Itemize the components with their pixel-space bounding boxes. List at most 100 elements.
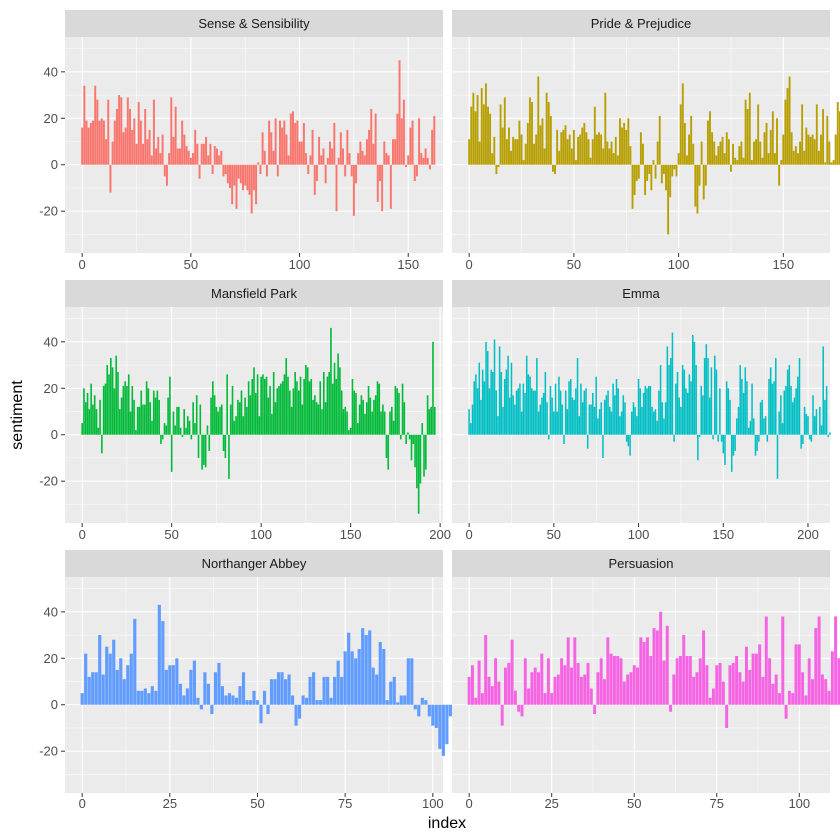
bar xyxy=(102,120,105,165)
bar xyxy=(480,88,483,165)
facet-panel: Pride & Prejudice 0 50 100 150 xyxy=(452,10,840,272)
bar xyxy=(592,392,594,435)
bar xyxy=(505,139,508,165)
bar xyxy=(94,672,98,705)
bar xyxy=(294,122,297,165)
bar xyxy=(209,143,212,165)
bar xyxy=(616,655,620,705)
bar xyxy=(589,688,593,705)
bar xyxy=(542,392,545,435)
bar xyxy=(138,406,141,435)
bar xyxy=(244,397,246,435)
bar xyxy=(240,390,243,435)
bar xyxy=(255,164,258,205)
bar xyxy=(363,155,366,165)
bar xyxy=(381,164,384,212)
bar xyxy=(385,700,389,705)
bar xyxy=(736,160,739,165)
bar xyxy=(411,120,414,165)
bar xyxy=(287,155,290,165)
bar xyxy=(478,362,481,435)
bar xyxy=(339,367,341,435)
bar xyxy=(533,667,537,705)
bar xyxy=(84,402,87,435)
bar xyxy=(746,109,749,165)
bar xyxy=(276,164,279,177)
bar xyxy=(285,358,288,435)
bar xyxy=(606,141,609,165)
bar xyxy=(715,155,718,165)
bar xyxy=(401,383,404,435)
bar xyxy=(681,83,684,165)
bar xyxy=(192,153,195,165)
bar xyxy=(428,409,431,435)
bar xyxy=(504,667,507,705)
bar xyxy=(693,341,696,435)
bar xyxy=(637,164,640,179)
bar xyxy=(698,434,701,438)
bar xyxy=(409,127,412,165)
bar xyxy=(368,630,372,705)
bar xyxy=(659,365,662,435)
bar xyxy=(292,388,295,435)
bar xyxy=(764,616,768,705)
bar xyxy=(249,395,252,435)
bar xyxy=(768,379,770,435)
bar xyxy=(790,385,792,435)
bar xyxy=(418,118,421,165)
bar xyxy=(337,353,339,435)
bar xyxy=(227,693,232,705)
bar xyxy=(172,136,175,165)
bar xyxy=(297,390,300,435)
bar xyxy=(675,383,677,435)
bar xyxy=(813,416,816,435)
bar xyxy=(825,385,828,435)
bar xyxy=(113,120,116,165)
bar xyxy=(81,127,84,165)
bar xyxy=(494,658,498,705)
bar xyxy=(303,379,305,435)
bar xyxy=(122,385,125,435)
bar xyxy=(543,693,547,705)
bar xyxy=(793,397,796,435)
bar xyxy=(229,404,232,435)
bar xyxy=(658,115,661,165)
bar xyxy=(342,148,344,165)
bar xyxy=(143,688,147,705)
bar xyxy=(838,111,840,165)
bar xyxy=(272,372,275,435)
bar xyxy=(738,146,741,165)
bar xyxy=(147,693,151,705)
bar xyxy=(527,374,530,435)
bar xyxy=(361,150,364,165)
bar xyxy=(725,132,728,165)
bar xyxy=(698,164,701,186)
bar xyxy=(416,434,418,489)
bar xyxy=(709,111,711,165)
bar xyxy=(763,132,766,165)
bar xyxy=(748,92,751,165)
bar xyxy=(364,635,368,705)
bar xyxy=(712,434,714,440)
bar xyxy=(266,704,270,715)
bar xyxy=(237,399,239,435)
bar xyxy=(719,141,722,165)
bar xyxy=(562,129,565,165)
bar xyxy=(213,672,218,705)
bar xyxy=(478,141,481,165)
bar xyxy=(98,120,101,165)
bar xyxy=(753,141,755,165)
bar xyxy=(108,653,112,705)
bar xyxy=(168,153,171,165)
bar xyxy=(433,115,436,165)
bar xyxy=(144,109,147,165)
bar xyxy=(104,383,107,435)
bar xyxy=(553,411,555,435)
bar xyxy=(627,434,630,447)
bar xyxy=(241,672,246,705)
bar xyxy=(343,651,347,705)
bar xyxy=(537,411,540,435)
bar xyxy=(203,434,205,465)
bar xyxy=(198,164,201,179)
bar xyxy=(255,700,260,705)
